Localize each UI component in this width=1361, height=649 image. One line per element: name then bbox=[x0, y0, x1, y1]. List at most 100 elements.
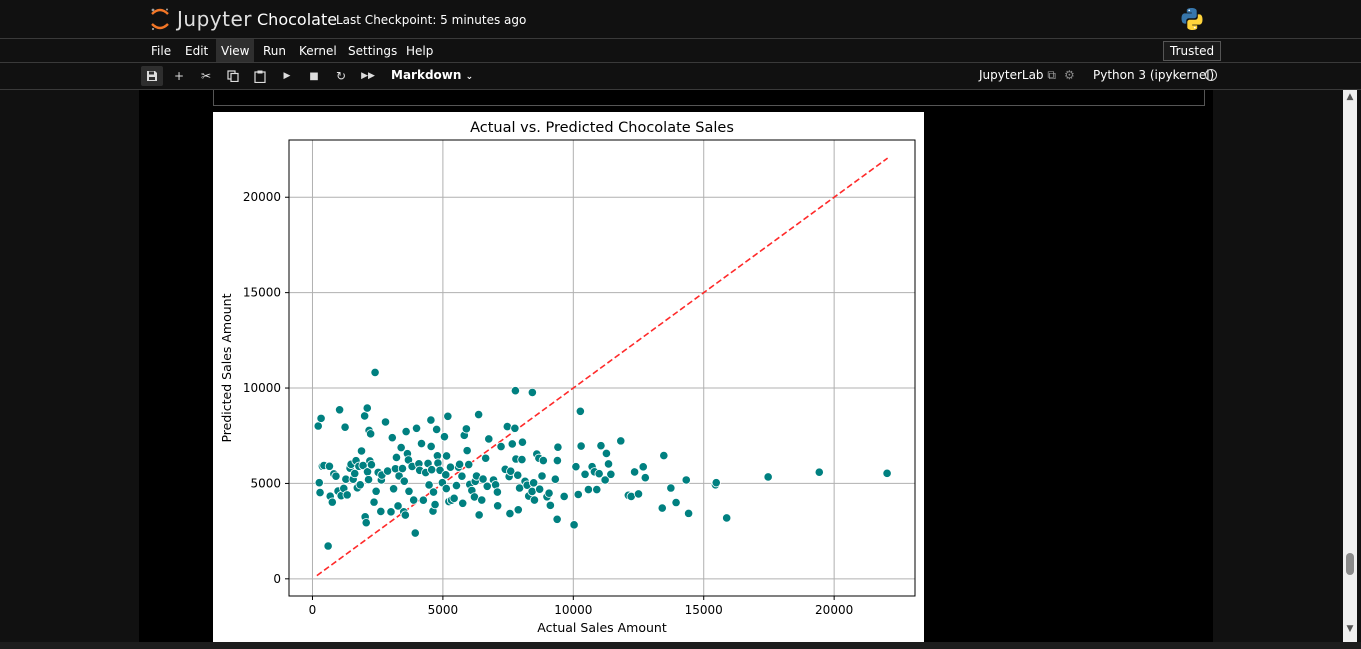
cut-button[interactable]: ✂ bbox=[195, 66, 217, 86]
data-point bbox=[510, 386, 521, 396]
data-point bbox=[484, 434, 494, 444]
data-point bbox=[671, 497, 681, 508]
data-point bbox=[454, 459, 465, 469]
menu-run[interactable]: Run bbox=[263, 44, 287, 58]
data-point bbox=[369, 497, 379, 507]
data-point bbox=[335, 405, 345, 415]
x-tick-label: 15000 bbox=[685, 603, 723, 617]
data-point bbox=[441, 483, 451, 494]
data-point bbox=[513, 505, 523, 515]
data-point bbox=[507, 439, 517, 449]
data-point bbox=[527, 387, 537, 398]
data-point bbox=[552, 455, 562, 466]
data-point bbox=[606, 469, 616, 479]
run-button[interactable]: ▶ bbox=[276, 66, 298, 86]
restart-button[interactable]: ↻ bbox=[330, 66, 352, 86]
x-tick-label: 10000 bbox=[554, 603, 592, 617]
run-icon: ▶ bbox=[283, 71, 291, 81]
data-point bbox=[517, 454, 527, 465]
data-point bbox=[327, 497, 337, 507]
kernel-name[interactable]: Python 3 (ipykernel) bbox=[1093, 68, 1215, 82]
data-point bbox=[640, 473, 650, 483]
data-point bbox=[411, 423, 422, 433]
data-point bbox=[376, 506, 386, 517]
data-point bbox=[552, 514, 562, 524]
data-point bbox=[397, 463, 408, 474]
menu-file[interactable]: File bbox=[151, 44, 172, 58]
jupyter-logo-icon[interactable] bbox=[150, 7, 170, 31]
python-logo-icon bbox=[1181, 8, 1203, 30]
add-cell-button[interactable]: + bbox=[168, 66, 190, 86]
data-point bbox=[481, 453, 491, 463]
vertical-scrollbar[interactable] bbox=[1343, 90, 1357, 642]
last-checkpoint: Last Checkpoint: 5 minutes ago bbox=[336, 13, 527, 27]
kernel-settings-icon[interactable]: ⚙ bbox=[1064, 68, 1075, 82]
copy-icon bbox=[227, 70, 239, 82]
menu-edit[interactable]: Edit bbox=[185, 44, 209, 58]
data-point bbox=[426, 415, 436, 425]
restart-run-all-button[interactable]: ▶▶ bbox=[357, 66, 379, 86]
data-point bbox=[657, 503, 667, 513]
cell-type-dropdown[interactable]: Markdown ⌄ bbox=[391, 68, 473, 82]
cut-icon: ✂ bbox=[200, 69, 212, 83]
data-point bbox=[443, 411, 453, 421]
data-point bbox=[592, 484, 602, 495]
data-point bbox=[424, 480, 434, 490]
data-point bbox=[535, 484, 545, 494]
data-point bbox=[638, 462, 648, 472]
data-point bbox=[400, 510, 410, 520]
data-point bbox=[391, 452, 402, 463]
data-point bbox=[399, 476, 409, 486]
scrollbar-thumb[interactable] bbox=[1346, 553, 1354, 575]
data-point bbox=[439, 432, 450, 442]
data-point bbox=[513, 470, 523, 480]
data-point bbox=[366, 460, 377, 470]
data-point bbox=[576, 441, 586, 451]
data-point bbox=[600, 475, 610, 485]
jupyter-logo-text[interactable]: Jupyter bbox=[177, 7, 252, 31]
menu-help[interactable]: Help bbox=[406, 44, 434, 58]
notebook-toolbar: + ✂ ▶ ■ ↻ ▶▶ Markdown ⌄ JupyterLab ⧉ ⚙ P… bbox=[0, 63, 1361, 90]
paste-icon bbox=[254, 70, 266, 83]
menu-kernel[interactable]: Kernel bbox=[299, 44, 337, 58]
scatter-chart: 0 5000 10000 15000 20000 0 5000 10000 15000 20000… bbox=[219, 120, 916, 635]
x-tick-label: 20000 bbox=[815, 603, 853, 617]
data-point bbox=[462, 446, 472, 456]
data-point bbox=[496, 442, 506, 452]
data-point bbox=[550, 474, 560, 484]
stop-button[interactable]: ■ bbox=[303, 66, 325, 86]
data-point bbox=[493, 501, 503, 511]
data-point bbox=[428, 487, 439, 497]
copy-button[interactable] bbox=[222, 66, 244, 86]
y-tick-label: 5000 bbox=[250, 476, 281, 490]
save-button[interactable] bbox=[141, 66, 163, 86]
data-point bbox=[366, 429, 376, 439]
data-point bbox=[596, 441, 606, 451]
restart-icon: ↻ bbox=[335, 69, 347, 83]
data-point bbox=[441, 470, 451, 480]
menu-settings[interactable]: Settings bbox=[348, 44, 398, 58]
data-point bbox=[517, 437, 528, 447]
data-point bbox=[418, 495, 428, 505]
jupyterlab-link[interactable]: JupyterLab ⧉ bbox=[979, 68, 1056, 83]
scroll-down-arrow-icon[interactable]: ▼ bbox=[1346, 624, 1354, 634]
data-point bbox=[601, 448, 612, 459]
menu-view[interactable]: View bbox=[216, 39, 255, 62]
data-point bbox=[814, 467, 824, 477]
bottom-strip bbox=[0, 642, 1361, 649]
data-point bbox=[441, 451, 452, 461]
data-point bbox=[331, 471, 341, 481]
previous-cell[interactable] bbox=[213, 90, 1205, 106]
notebook-title[interactable]: Chocolate bbox=[257, 10, 338, 29]
paste-button[interactable] bbox=[249, 66, 271, 86]
external-link-icon: ⧉ bbox=[1047, 68, 1056, 82]
x-axis-label: Actual Sales Amount bbox=[537, 620, 667, 635]
data-point bbox=[410, 528, 420, 538]
data-point bbox=[393, 501, 403, 511]
scroll-up-arrow-icon[interactable]: ▲ bbox=[1346, 92, 1354, 102]
data-point bbox=[763, 472, 773, 482]
chevron-down-icon: ⌄ bbox=[465, 72, 474, 82]
data-point bbox=[342, 490, 352, 500]
trusted-badge[interactable]: Trusted bbox=[1163, 41, 1222, 61]
data-point bbox=[683, 508, 694, 518]
